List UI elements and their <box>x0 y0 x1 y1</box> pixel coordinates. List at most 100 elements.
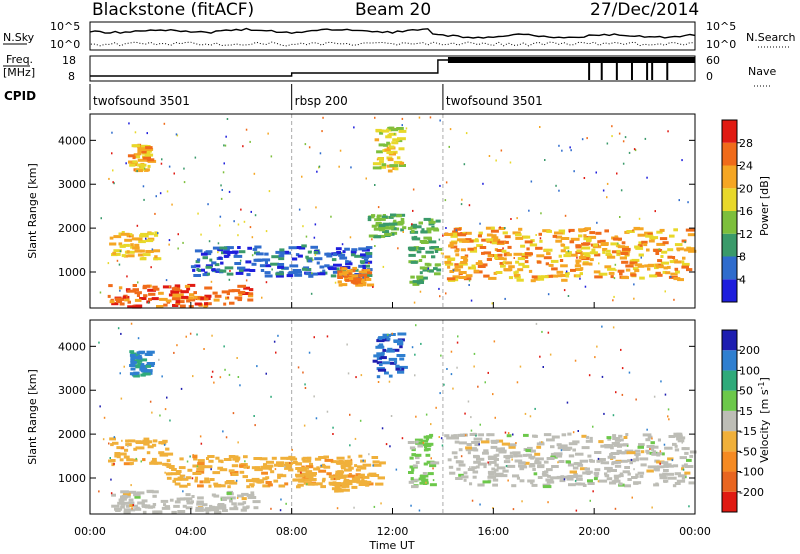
velocity-speckle-195 <box>664 393 667 396</box>
power-speckle-186 <box>620 189 623 192</box>
power-speckle-241 <box>491 302 493 305</box>
power-cell-916 <box>459 262 468 266</box>
power-cell-911 <box>647 232 653 236</box>
velocity-speckle-190 <box>507 432 510 435</box>
velocity-cell-455 <box>252 479 260 483</box>
velocity-cell-535 <box>377 368 387 372</box>
power-cell-755 <box>594 253 601 257</box>
velocity-cell-749 <box>512 451 521 455</box>
power-speckle-78 <box>615 269 617 272</box>
power-speckle-30 <box>217 242 220 245</box>
power-speckle-117 <box>611 125 613 128</box>
velocity-cell-771 <box>677 439 685 443</box>
velocity-cell-244 <box>176 472 181 475</box>
noise-left-label: N.Sky <box>3 31 35 44</box>
velocity-cell-430 <box>263 463 267 467</box>
velocity-speckle-110 <box>313 336 315 339</box>
time-label-5: 20:00 <box>578 525 610 538</box>
velocity-cell-420 <box>324 458 334 462</box>
velocity-cell-372 <box>196 467 205 471</box>
power-speckle-11 <box>479 222 481 225</box>
velocity-cell-233 <box>265 481 272 484</box>
velocity-cell-675 <box>674 448 680 452</box>
velocity-cell-589 <box>414 438 423 442</box>
power-cell-615 <box>426 227 432 231</box>
power-cell-819 <box>602 248 608 251</box>
power-cell-77 <box>226 292 230 296</box>
time-axis-label: Time UT <box>368 539 414 552</box>
power-cell-66 <box>148 297 152 301</box>
velocity-cell-694 <box>587 482 595 485</box>
power-cell-827 <box>614 235 618 239</box>
velocity-speckle-172 <box>103 416 106 419</box>
power-speckle-96 <box>245 279 248 282</box>
velocity-cell-531 <box>376 339 385 343</box>
velocity-cell-112 <box>246 505 250 509</box>
power-speckle-183 <box>614 263 617 266</box>
velocity-speckle-189 <box>176 344 178 347</box>
velocity-speckle-254 <box>387 333 389 336</box>
power-cell-433 <box>338 283 343 287</box>
velocity-cell-582 <box>424 447 431 451</box>
velocity-cell-500 <box>362 482 367 485</box>
velocity-colorbar-label-units: [m s <box>758 389 771 414</box>
power-cell-522 <box>393 160 403 164</box>
velocity-cell-146 <box>159 453 166 457</box>
velocity-cell-687 <box>528 464 536 468</box>
velocity-speckle-147 <box>113 436 116 439</box>
power-cell-359 <box>336 251 341 254</box>
velocity-cell-811 <box>513 454 518 458</box>
velocity-cell-873 <box>461 475 469 479</box>
power-cell-108 <box>132 288 139 292</box>
power-colorbar-tick-2: 12 <box>739 228 753 241</box>
velocity-speckle-139 <box>109 457 111 459</box>
power-speckle-228 <box>154 212 156 215</box>
velocity-speckle-163 <box>253 415 255 417</box>
velocity-cell-324 <box>179 484 188 488</box>
power-cell-21 <box>139 297 147 300</box>
velocity-speckle-105 <box>594 356 596 359</box>
velocity-speckle-103 <box>189 332 192 335</box>
power-cell-389 <box>280 251 286 255</box>
velocity-cell-259 <box>278 484 286 488</box>
power-cell-723 <box>681 239 687 243</box>
power-speckle-113 <box>353 126 355 129</box>
power-cell-422 <box>351 274 359 278</box>
power-cell-722 <box>490 229 499 233</box>
power-cell-343 <box>302 267 308 271</box>
power-cell-859 <box>547 274 553 278</box>
power-speckle-226 <box>579 277 581 280</box>
velocity-speckle-112 <box>484 381 486 384</box>
power-cell-150 <box>130 243 134 247</box>
velocity-speckle-207 <box>308 351 311 354</box>
velocity-cell-949 <box>633 481 642 485</box>
power-cell-958 <box>655 271 661 275</box>
power-cell-231 <box>364 260 373 264</box>
velocity-colorbar-swatch-5 <box>722 390 737 411</box>
power-cell-690 <box>575 259 582 263</box>
velocity-cell-794 <box>600 461 606 465</box>
velocity-speckle-242 <box>232 412 235 415</box>
power-cell-112 <box>142 284 151 288</box>
velocity-cell-858 <box>492 478 499 482</box>
power-cell-93 <box>124 298 130 302</box>
velocity-speckle-46 <box>236 497 239 499</box>
velocity-cell-79 <box>111 493 116 497</box>
velocity-speckle-102 <box>430 423 432 426</box>
velocity-cell-767 <box>448 465 454 469</box>
power-cell-120 <box>153 249 161 253</box>
power-cell-285 <box>365 252 373 255</box>
velocity-speckle-130 <box>592 490 594 493</box>
velocity-cell-719 <box>572 448 576 452</box>
velocity-speckle-98 <box>159 414 161 417</box>
power-cell-647 <box>563 254 571 258</box>
power-speckle-144 <box>445 181 448 184</box>
power-speckle-167 <box>504 227 506 229</box>
velocity-cell-207 <box>129 372 138 376</box>
power-cell-706 <box>657 263 664 267</box>
velocity-cell-425 <box>360 466 367 470</box>
velocity-cell-100 <box>247 496 257 499</box>
power-cell-453 <box>355 283 363 287</box>
power-cell-469 <box>391 227 397 231</box>
power-cell-18 <box>147 288 156 292</box>
